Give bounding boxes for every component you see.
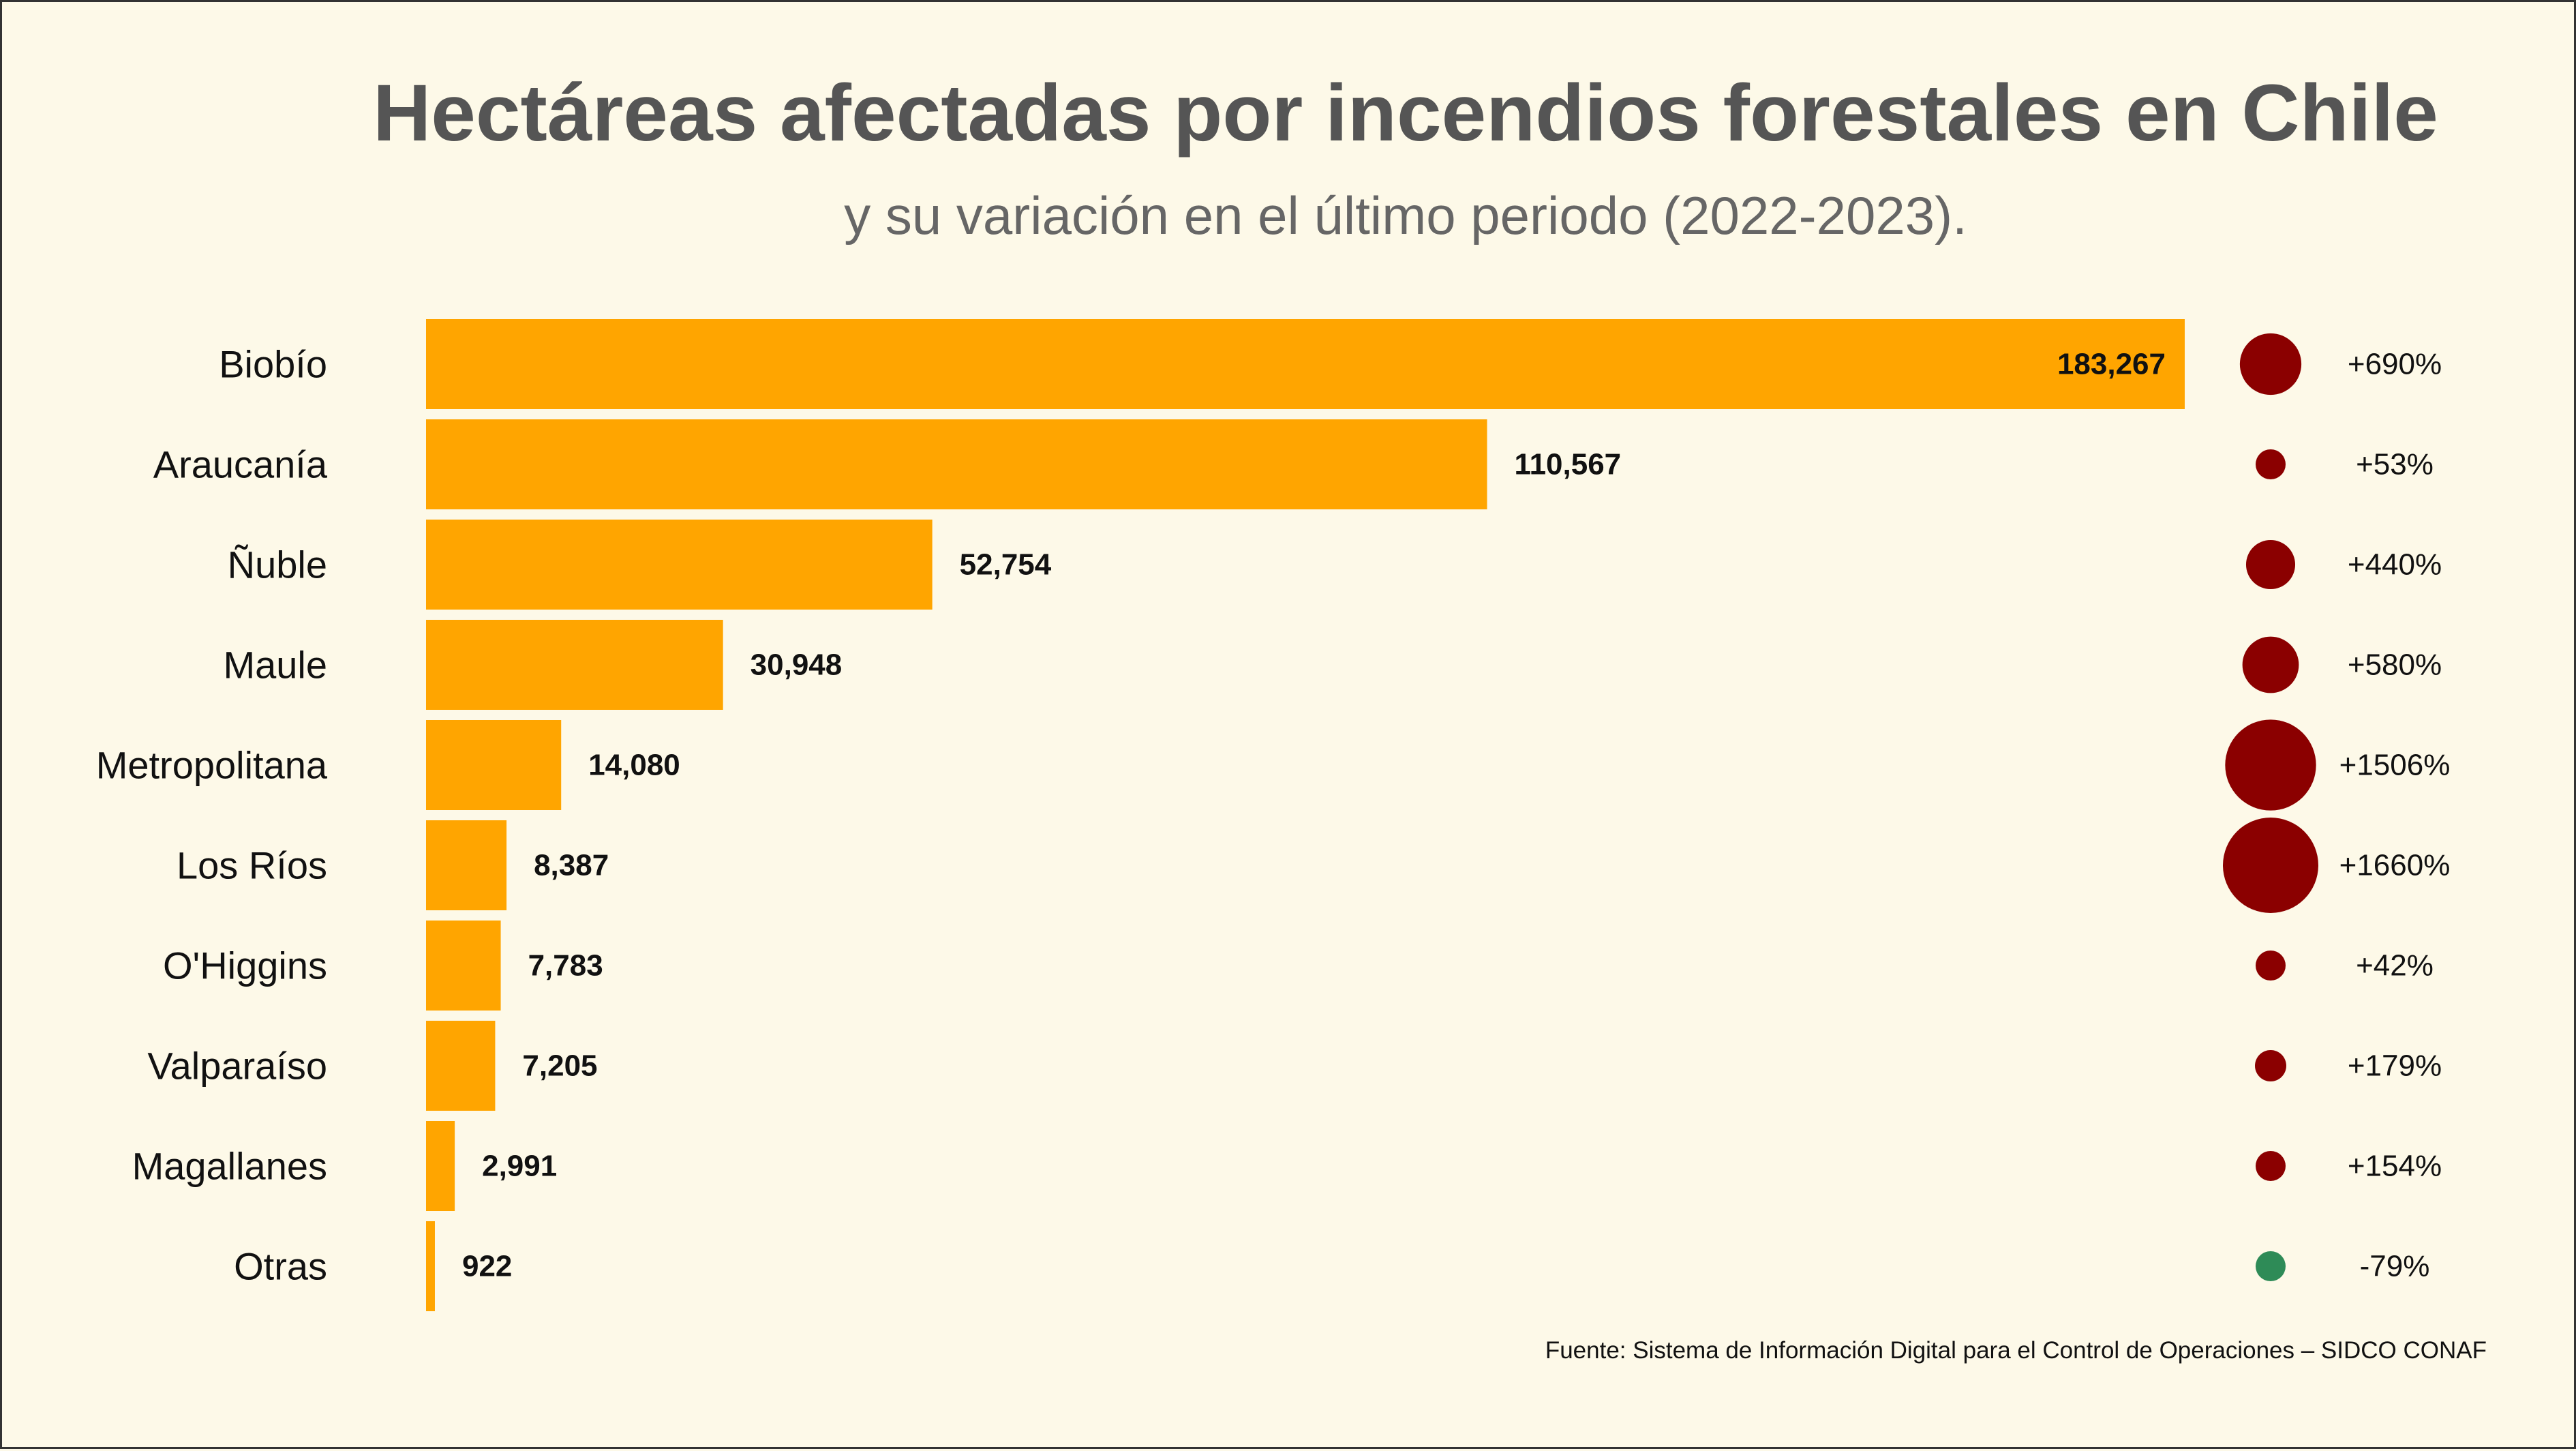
category-label: Maule [223,644,327,687]
variation-circle [2255,1050,2286,1081]
variation-label: +1506% [2339,749,2451,782]
bar [426,620,723,710]
variation-circle [2256,1251,2286,1281]
variation-label: +42% [2356,949,2434,983]
bar [426,820,507,910]
variation-circle [2245,539,2296,590]
variation-label: +440% [2348,548,2442,582]
variation-label: -79% [2360,1250,2430,1283]
category-label: Metropolitana [96,744,328,787]
bar [426,921,501,1011]
bar [426,419,1487,509]
bar [426,1221,435,1311]
value-label: 922 [462,1250,512,1283]
variation-label: +53% [2356,448,2434,481]
variation-label: +580% [2348,648,2442,682]
category-label: Biobío [219,343,327,386]
variation-label: +154% [2348,1150,2442,1183]
variation-circle [2256,951,2286,981]
value-label: 2,991 [482,1150,557,1183]
category-label: Araucanía [153,443,328,486]
chart-title: Hectáreas afectadas por incendios forest… [373,68,2438,158]
source-note: Fuente: Sistema de Información Digital p… [1545,1337,2487,1364]
value-label: 110,567 [1515,448,1622,481]
variation-label: +690% [2348,348,2442,381]
bar [426,1021,496,1111]
variation-circle [2225,719,2316,811]
variation-circle [2242,636,2299,693]
value-label: 7,205 [522,1049,597,1083]
category-label: Los Ríos [177,844,327,887]
category-label: Ñuble [228,543,327,586]
value-label: 30,948 [751,648,843,682]
category-label: O'Higgins [163,944,327,987]
value-label: 7,783 [528,949,603,983]
variation-circle [2223,818,2318,913]
value-label: 183,267 [2057,348,2166,381]
category-label: Otras [234,1245,327,1288]
value-label: 52,754 [960,548,1052,582]
variation-label: +1660% [2339,849,2451,882]
bar [426,720,562,810]
value-label: 8,387 [534,849,609,882]
bar [426,520,933,610]
variation-circle [2239,333,2302,395]
variation-circle [2256,1151,2286,1181]
variation-label: +179% [2348,1049,2442,1083]
chart-subtitle: y su variación en el último periodo (202… [844,185,1967,245]
bar [426,1121,455,1211]
category-label: Magallanes [132,1145,327,1188]
category-label: Valparaíso [147,1045,327,1088]
bar [426,319,2185,409]
variation-circle [2256,449,2286,479]
value-label: 14,080 [588,749,680,782]
